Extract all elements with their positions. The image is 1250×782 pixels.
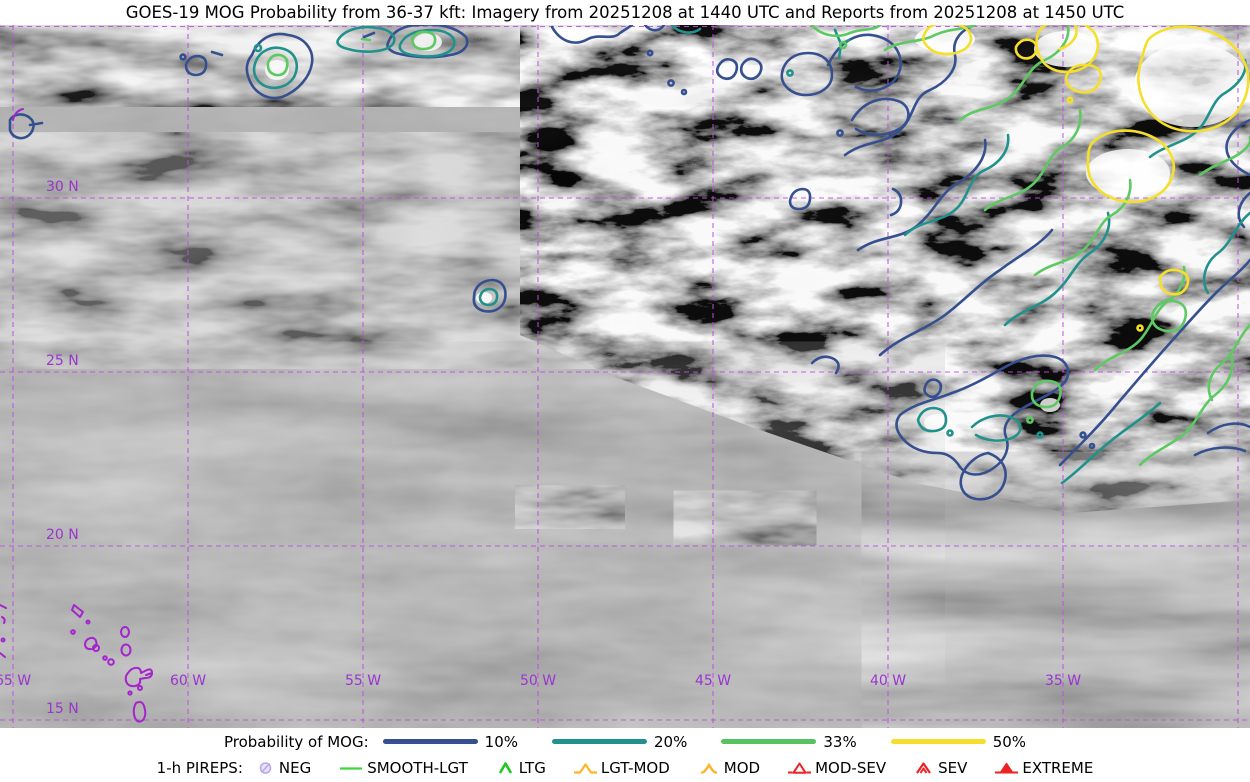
lon-label: 50 W (520, 673, 556, 689)
legend-item-neg: NEG (257, 759, 311, 777)
mog-contours-50pct (922, 25, 1250, 332)
lat-label: 20 N (46, 527, 79, 543)
legend-item-50pct: 50% (890, 732, 1027, 751)
neg-circle-icon (259, 761, 272, 774)
mod-sev-triangle-wings-icon (788, 762, 812, 774)
lon-label: 65 W (0, 673, 31, 689)
legend-item-label: 33% (823, 732, 857, 751)
lon-label: 45 W (695, 673, 731, 689)
legend-item-label: 10% (484, 732, 519, 751)
smooth-lgt-line-icon (340, 766, 363, 770)
legend-item-sev: SEV (914, 759, 967, 777)
lon-label: 40 W (870, 673, 906, 689)
mog-legend-title: Probability of MOG: (223, 732, 369, 751)
contour-10pct-swatch (382, 739, 478, 744)
lon-label: 35 W (1045, 673, 1081, 689)
lgt-caret-icon (498, 761, 512, 774)
lon-label: 60 W (170, 673, 206, 689)
legend-item-10pct: 10% (382, 732, 519, 751)
satellite-map: 30 N 25 N 20 N 15 N 65 W 60 W 55 W 50 W … (0, 25, 1250, 728)
satellite-imagery-texture (0, 25, 1250, 728)
mog-legend-row: Probability of MOG: 10% 20% 33% 50% (0, 728, 1250, 755)
legend: Probability of MOG: 10% 20% 33% 50% 1-h … (0, 728, 1250, 782)
island-coastlines (0, 108, 153, 723)
mog-contours-10pct (8, 25, 1250, 501)
extreme-filled-triangle-icon (995, 762, 1019, 773)
lat-label: 15 N (46, 701, 79, 717)
lat-label: 30 N (46, 179, 79, 195)
legend-item-mod: MOD (698, 759, 760, 777)
legend-item-20pct: 20% (552, 733, 687, 751)
mod-caret-icon (700, 762, 717, 774)
legend-item-mod-sev: MOD-SEV (788, 759, 886, 777)
mog-contours-33pct (266, 25, 1250, 467)
graticule (0, 25, 1250, 728)
page-title: GOES-19 MOG Probability from 36-37 kft: … (125, 3, 1125, 22)
legend-item-ltg: LTG (496, 759, 546, 777)
sev-double-caret-icon (916, 761, 932, 774)
contour-33pct-swatch (721, 739, 817, 744)
grid-labels: 30 N 25 N 20 N 15 N 65 W 60 W 55 W 50 W … (0, 179, 1081, 717)
lgt-mod-caret-wings-icon (573, 762, 597, 774)
legend-item-label: 20% (654, 732, 688, 751)
legend-item-extreme: EXTREME (995, 759, 1093, 777)
lon-label: 55 W (345, 673, 381, 689)
contour-50pct-swatch (890, 739, 986, 744)
lat-label: 25 N (46, 353, 79, 369)
map-canvas: 30 N 25 N 20 N 15 N 65 W 60 W 55 W 50 W … (0, 25, 1250, 728)
pirep-legend-title: 1-h PIREPS: (156, 758, 243, 777)
legend-item-lgt-mod: LGT-MOD (573, 759, 670, 777)
contour-20pct-swatch (552, 739, 648, 744)
legend-item-label: 50% (992, 732, 1027, 751)
legend-item-smooth-lgt: SMOOTH-LGT (339, 759, 468, 777)
legend-item-33pct: 33% (721, 732, 857, 751)
pirep-legend-row: 1-h PIREPS: NEG SMOOTH-LGT LTG LGT-MOD (0, 755, 1250, 780)
